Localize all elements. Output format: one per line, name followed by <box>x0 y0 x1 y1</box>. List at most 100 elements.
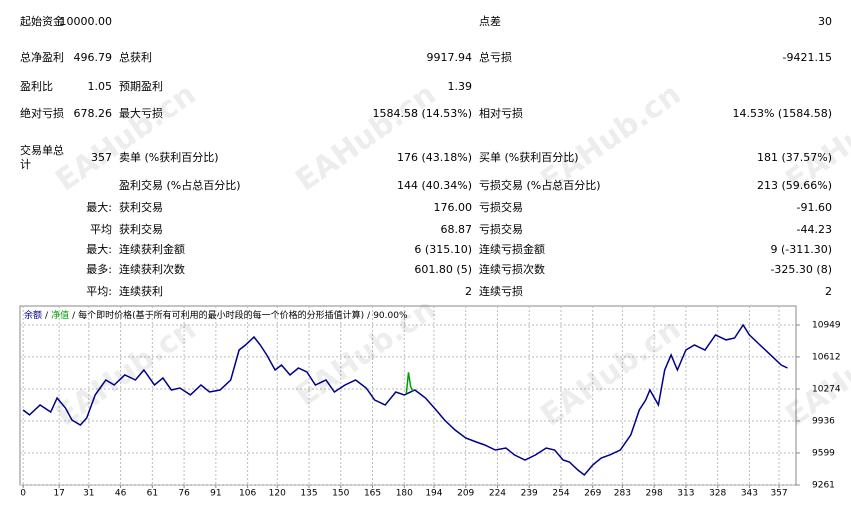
x-tick-label: 283 <box>614 489 631 499</box>
table-cell: 144 (40.34%) <box>396 179 472 192</box>
legend-separator: / <box>45 311 49 321</box>
x-tick-label: 106 <box>239 489 256 499</box>
table-cell: 176.00 <box>433 201 473 214</box>
table-cell: 68.87 <box>440 223 473 236</box>
x-tick-label: 224 <box>489 489 506 499</box>
x-tick-label: 31 <box>83 489 94 499</box>
table-cell: 最大: <box>86 201 112 214</box>
table-cell: 最多: <box>86 263 112 276</box>
table-cell: 总获利 <box>119 51 152 64</box>
watermark: EAHub.cn <box>534 312 687 434</box>
x-tick-label: 328 <box>709 489 726 499</box>
table-cell: 176 (43.18%) <box>396 151 472 164</box>
table-cell: 357 <box>91 151 112 164</box>
watermark: EAHub.cn <box>779 77 851 199</box>
watermark: EAHub.cn <box>534 77 687 199</box>
table-cell: -325.30 (8) <box>770 263 832 276</box>
series-line <box>405 372 414 394</box>
legend-separator: / <box>367 311 371 321</box>
table-cell: 平均: <box>86 285 112 298</box>
x-tick-label: 180 <box>396 489 413 499</box>
table-cell: 2 <box>465 285 472 298</box>
table-cell: 181 (37.57%) <box>756 151 832 164</box>
table-cell: 9917.94 <box>426 51 473 64</box>
watermark: EAHub.cn <box>779 312 851 434</box>
x-tick-label: 17 <box>53 489 64 499</box>
watermark: EAHub.cn <box>49 312 202 434</box>
table-cell: 绝对亏损 <box>20 107 64 120</box>
table-cell: 678.26 <box>73 107 113 120</box>
table-cell: 最大亏损 <box>119 107 163 120</box>
table-cell: 买单 (%获利百分比) <box>479 151 579 164</box>
legend: 余额 / 净值 / 每个即时价格(基于所有可利用的最小时段的每一个价格的分形插值计算) /… <box>24 309 408 321</box>
x-tick-label: 120 <box>269 489 286 499</box>
y-tick-label: 9936 <box>812 417 835 427</box>
table-cell: 1.39 <box>447 80 473 93</box>
table-cell: -9421.15 <box>782 51 832 64</box>
table-cell: 总亏损 <box>479 51 512 64</box>
y-tick-label: 9261 <box>812 481 835 491</box>
table-cell: 2 <box>825 285 832 298</box>
y-tick-label: 10949 <box>812 320 841 330</box>
table-cell: 连续获利次数 <box>119 263 185 276</box>
table-cell: 601.80 (5) <box>414 263 472 276</box>
table-cell: 卖单 (%获利百分比) <box>119 151 219 164</box>
x-tick-label: 61 <box>147 489 158 499</box>
x-tick-label: 135 <box>300 489 317 499</box>
watermark: EAHub.cn <box>289 292 442 414</box>
table-cell: 获利交易 <box>119 223 163 236</box>
table-cell: 亏损交易 <box>479 223 523 236</box>
table-cell: 亏损交易 (%占总百分比) <box>479 179 601 192</box>
table-cell: 连续亏损金额 <box>479 243 545 256</box>
x-tick-label: 298 <box>646 489 663 499</box>
table-cell: 连续亏损 <box>479 285 523 298</box>
table-cell: 总净盈利 <box>20 51 64 64</box>
x-tick-label: 91 <box>210 489 221 499</box>
x-tick-label: 76 <box>178 489 190 499</box>
table-cell: 相对亏损 <box>479 107 523 120</box>
table-cell: 预期盈利 <box>119 80 163 93</box>
legend-model: 每个即时价格(基于所有可利用的最小时段的每一个价格的分形插值计算) <box>78 309 364 321</box>
x-tick-label: 0 <box>20 489 26 499</box>
table-cell: 起始资金 <box>20 15 64 28</box>
x-tick-label: 194 <box>425 489 442 499</box>
x-tick-label: 165 <box>364 489 381 499</box>
x-tick-label: 150 <box>332 489 349 499</box>
legend-quality: 90.00% <box>373 311 408 321</box>
table-cell: 连续获利金额 <box>119 243 185 256</box>
x-tick-label: 269 <box>584 489 601 499</box>
table-cell: 连续亏损次数 <box>479 263 545 276</box>
legend-separator: / <box>72 311 76 321</box>
table-cell: 30 <box>818 15 832 28</box>
x-tick-label: 254 <box>552 489 569 499</box>
x-tick-label: 209 <box>457 489 474 499</box>
table-cell: 交易单总计 <box>20 144 64 171</box>
x-tick-label: 313 <box>677 489 694 499</box>
table-cell: 亏损交易 <box>479 201 523 214</box>
table-cell: 获利交易 <box>119 201 163 214</box>
x-tick-label: 239 <box>521 489 538 499</box>
y-tick-label: 10612 <box>812 352 841 362</box>
x-tick-label: 343 <box>741 489 758 499</box>
table-cell: 点差 <box>479 15 501 28</box>
table-cell: 盈利比 <box>20 80 53 93</box>
y-tick-label: 10274 <box>812 384 841 394</box>
legend-entry: 余额 <box>24 309 42 321</box>
table-cell: 平均 <box>90 223 112 236</box>
table-cell: -91.60 <box>796 201 832 214</box>
watermark: EAHub.cn <box>49 77 202 199</box>
table-cell: 213 (59.66%) <box>756 179 832 192</box>
table-cell: -44.23 <box>796 223 832 236</box>
table-cell: 连续获利 <box>119 285 163 298</box>
table-cell: 496.79 <box>73 51 113 64</box>
table-cell: 10000.00 <box>59 15 113 28</box>
table-cell: 14.53% (1584.58) <box>732 107 832 120</box>
series-line <box>22 323 788 477</box>
table-cell: 1584.58 (14.53%) <box>372 107 472 120</box>
x-tick-label: 357 <box>770 489 787 499</box>
table-cell: 盈利交易 (%占总百分比) <box>119 179 241 192</box>
table-cell: 9 (-311.30) <box>770 243 832 256</box>
